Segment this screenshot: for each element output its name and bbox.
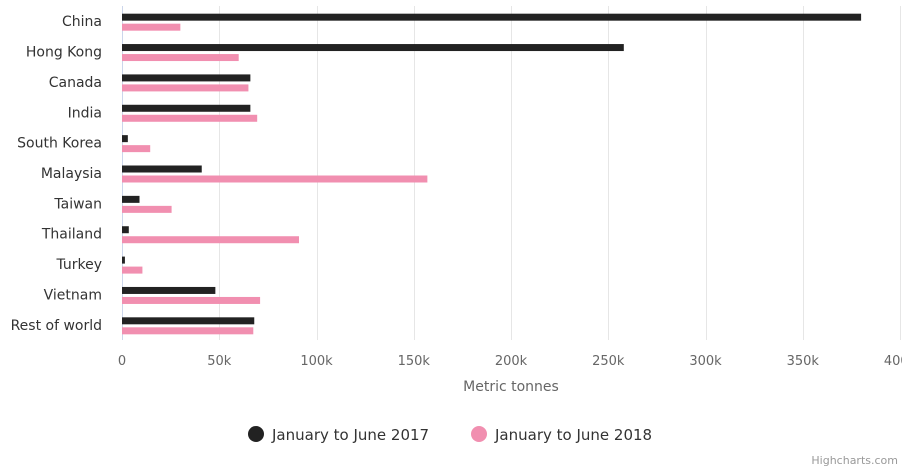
bar-2018[interactable] xyxy=(122,236,299,244)
bar-2017[interactable] xyxy=(122,286,216,294)
bar-2018[interactable] xyxy=(122,296,261,304)
category-label: Taiwan xyxy=(53,196,102,212)
bar-2018[interactable] xyxy=(122,54,239,62)
category-label: Hong Kong xyxy=(26,45,102,61)
category-label: Turkey xyxy=(55,257,102,273)
category-label: China xyxy=(62,14,102,30)
bar-2017[interactable] xyxy=(122,104,251,112)
gridlines xyxy=(122,6,901,340)
bar-2018[interactable] xyxy=(122,145,151,153)
category-label: Malaysia xyxy=(41,166,102,182)
x-tick-label: 400k xyxy=(884,354,902,369)
bar-2017[interactable] xyxy=(122,317,255,325)
bar-2018[interactable] xyxy=(122,114,258,122)
category-label: Thailand xyxy=(41,227,102,243)
bar-2017[interactable] xyxy=(122,135,128,143)
category-label: South Korea xyxy=(17,136,102,152)
legend-marker-icon xyxy=(471,426,487,442)
legend-item[interactable]: January to June 2018 xyxy=(471,426,652,444)
bar-2018[interactable] xyxy=(122,175,428,183)
category-label: Rest of world xyxy=(11,318,102,334)
category-label: Vietnam xyxy=(44,287,102,303)
bars xyxy=(122,13,862,335)
bar-2017[interactable] xyxy=(122,74,251,82)
bar-2017[interactable] xyxy=(122,256,125,264)
legend[interactable]: January to June 2017 January to June 2018 xyxy=(248,426,652,444)
x-axis-title: Metric tonnes xyxy=(463,379,559,395)
bar-2017[interactable] xyxy=(122,195,140,203)
legend-label: January to June 2017 xyxy=(271,426,429,444)
x-tick-label: 350k xyxy=(787,354,820,369)
x-tick-labels: 0 50k 100k 150k 200k 250k 300k 350k 400k xyxy=(118,354,902,369)
bar-2018[interactable] xyxy=(122,327,254,335)
credits-link[interactable]: Highcharts.com xyxy=(811,454,898,466)
x-tick-label: 300k xyxy=(689,354,722,369)
x-tick-label: 100k xyxy=(300,354,333,369)
x-tick-label: 200k xyxy=(495,354,528,369)
category-labels: China Hong Kong Canada India South Korea Mala… xyxy=(11,14,102,334)
category-label: Canada xyxy=(49,75,102,91)
x-tick-label: 0 xyxy=(118,354,126,369)
bar-2018[interactable] xyxy=(122,205,172,213)
bar-2018[interactable] xyxy=(122,23,181,31)
x-tick-label: 50k xyxy=(207,354,232,369)
legend-label: January to June 2018 xyxy=(494,426,652,444)
x-tick-label: 250k xyxy=(592,354,625,369)
bar-2017[interactable] xyxy=(122,226,129,234)
bar-2017[interactable] xyxy=(122,13,862,21)
category-label: India xyxy=(68,105,102,121)
bar-2018[interactable] xyxy=(122,84,249,92)
legend-marker-icon xyxy=(248,426,264,442)
legend-item[interactable]: January to June 2017 xyxy=(248,426,429,444)
bar-2017[interactable] xyxy=(122,44,624,52)
bar-2018[interactable] xyxy=(122,266,143,274)
x-tick-label: 150k xyxy=(398,354,431,369)
bar-2017[interactable] xyxy=(122,165,202,173)
